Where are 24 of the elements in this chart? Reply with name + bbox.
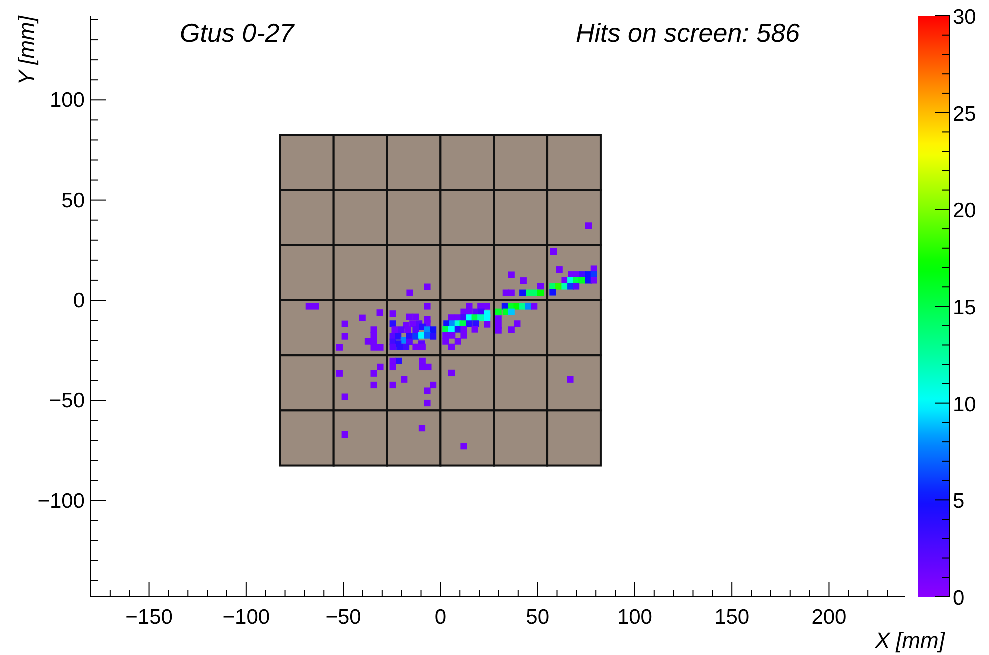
color-bar-label: 0 (953, 587, 965, 610)
x-tick-label: 200 (812, 606, 847, 629)
y-tick-label: 0 (73, 289, 85, 312)
x-tick-label: 100 (617, 606, 652, 629)
x-tick-label: −150 (126, 606, 173, 629)
y-tick-label: −50 (49, 390, 85, 413)
x-axis-title: X [mm] (874, 628, 946, 653)
color-bar-label: 5 (953, 490, 965, 514)
x-tick-label: −100 (222, 606, 270, 629)
y-tick-label: 100 (50, 89, 85, 112)
y-axis-title: Y [mm] (14, 15, 39, 86)
x-tick-label: −50 (326, 606, 362, 629)
chart-subtitle: Hits on screen: 586 (576, 18, 801, 48)
color-bar-label: 25 (953, 102, 976, 126)
chart-title: Gtus 0-27 (180, 18, 296, 48)
x-tick-label: 50 (526, 606, 550, 629)
y-tick-label: 50 (62, 189, 85, 212)
x-tick-label: 0 (434, 606, 447, 629)
x-tick-label: 150 (714, 606, 750, 629)
y-tick-label: −100 (38, 490, 85, 513)
color-bar-label: 20 (953, 200, 976, 223)
color-bar-label: 10 (953, 393, 976, 416)
color-bar-label: 30 (953, 6, 976, 29)
color-bar-label: 15 (953, 296, 976, 320)
